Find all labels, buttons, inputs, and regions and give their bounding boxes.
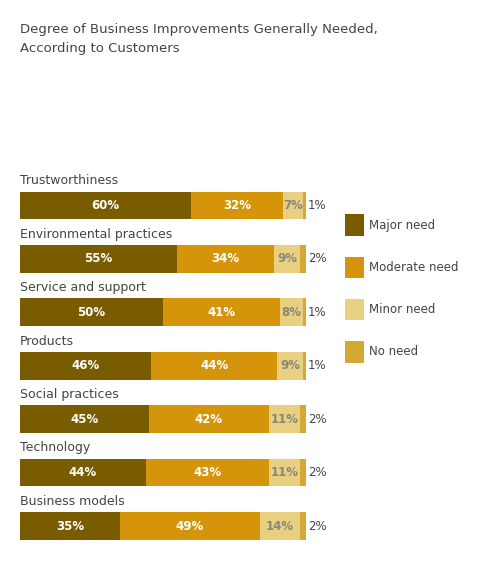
- Bar: [20, 459, 146, 487]
- Text: 14%: 14%: [266, 519, 294, 532]
- Text: 60%: 60%: [92, 199, 120, 212]
- Text: 2%: 2%: [308, 519, 326, 532]
- Text: 55%: 55%: [84, 252, 112, 265]
- Text: 2%: 2%: [308, 466, 326, 479]
- Bar: [260, 512, 300, 540]
- Bar: [20, 512, 120, 540]
- Text: 2%: 2%: [308, 413, 326, 426]
- Text: 35%: 35%: [56, 519, 84, 532]
- Bar: [20, 298, 163, 326]
- Text: Service and support: Service and support: [20, 281, 146, 294]
- Text: 1%: 1%: [308, 359, 326, 372]
- Bar: [303, 352, 306, 380]
- Text: 2%: 2%: [308, 252, 326, 265]
- Bar: [300, 459, 306, 487]
- Bar: [300, 512, 306, 540]
- Text: 11%: 11%: [270, 413, 298, 426]
- Bar: [300, 245, 306, 273]
- Text: Minor need: Minor need: [369, 303, 436, 316]
- Bar: [120, 512, 260, 540]
- Bar: [268, 406, 300, 433]
- Bar: [277, 352, 303, 380]
- Bar: [20, 245, 177, 273]
- Text: 42%: 42%: [194, 413, 222, 426]
- Bar: [280, 298, 303, 326]
- Text: Major need: Major need: [369, 218, 435, 232]
- Text: 1%: 1%: [308, 199, 326, 212]
- Text: Social practices: Social practices: [20, 388, 119, 401]
- Text: 34%: 34%: [212, 252, 240, 265]
- Text: 41%: 41%: [208, 306, 236, 319]
- Text: 46%: 46%: [72, 359, 100, 372]
- Text: Moderate need: Moderate need: [369, 261, 458, 274]
- Text: 8%: 8%: [282, 306, 302, 319]
- Bar: [268, 459, 300, 487]
- Bar: [303, 192, 306, 219]
- Text: Business models: Business models: [20, 495, 124, 508]
- Text: Products: Products: [20, 334, 74, 347]
- Text: 32%: 32%: [223, 199, 251, 212]
- Text: 11%: 11%: [270, 466, 298, 479]
- Bar: [152, 352, 277, 380]
- Text: 45%: 45%: [70, 413, 98, 426]
- Bar: [146, 459, 268, 487]
- Text: 44%: 44%: [68, 466, 97, 479]
- Bar: [20, 352, 152, 380]
- Bar: [20, 192, 192, 219]
- Bar: [283, 192, 303, 219]
- Bar: [177, 245, 274, 273]
- Text: Environmental practices: Environmental practices: [20, 228, 172, 241]
- Bar: [303, 298, 306, 326]
- Bar: [20, 406, 148, 433]
- Text: 9%: 9%: [277, 252, 297, 265]
- Text: 9%: 9%: [280, 359, 300, 372]
- Text: 1%: 1%: [308, 306, 326, 319]
- Text: 7%: 7%: [283, 199, 303, 212]
- Text: Degree of Business Improvements Generally Needed,: Degree of Business Improvements Generall…: [20, 23, 378, 36]
- Text: 43%: 43%: [193, 466, 221, 479]
- Text: Trustworthiness: Trustworthiness: [20, 174, 118, 187]
- Text: Technology: Technology: [20, 442, 90, 455]
- Bar: [274, 245, 300, 273]
- Text: 49%: 49%: [176, 519, 204, 532]
- Bar: [192, 192, 283, 219]
- Bar: [300, 406, 306, 433]
- Text: According to Customers: According to Customers: [20, 42, 180, 55]
- Bar: [163, 298, 280, 326]
- Bar: [148, 406, 268, 433]
- Text: No need: No need: [369, 345, 418, 359]
- Text: 44%: 44%: [200, 359, 228, 372]
- Text: 50%: 50%: [78, 306, 106, 319]
